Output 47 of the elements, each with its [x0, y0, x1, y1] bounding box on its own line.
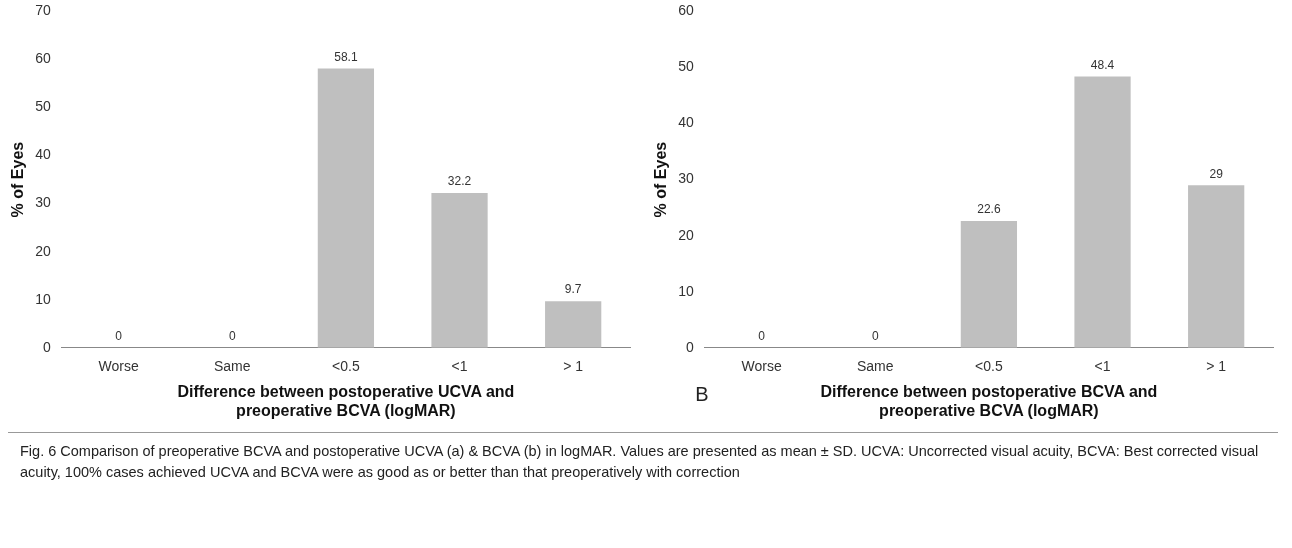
y-axis-title: % of Eyes [9, 141, 27, 218]
x-tick-label: <1 [451, 358, 468, 375]
y-tick-label: 70 [35, 2, 51, 19]
bar [960, 221, 1018, 348]
bar [431, 193, 488, 348]
data-label: 48.4 [1090, 57, 1115, 72]
bar [545, 301, 602, 348]
x-tick-label: <0.5 [332, 358, 360, 375]
data-label: 22.6 [977, 202, 1001, 217]
y-tick-label: 0 [685, 338, 694, 355]
x-tick-label: Same [856, 358, 894, 375]
y-tick-label: 10 [678, 282, 694, 299]
data-label: 32.2 [447, 174, 472, 189]
x-tick-label: > 1 [563, 358, 584, 375]
y-tick-label: 0 [42, 338, 51, 355]
y-tick-label: 40 [678, 114, 694, 131]
y-tick-label: 50 [678, 58, 694, 75]
x-axis-title: Difference between postoperative UCVA and preoperative BCVA (logMAR) [177, 382, 515, 419]
bar [1074, 76, 1131, 348]
x-tick-label: > 1 [1206, 358, 1227, 375]
y-axis-title: % of Eyes [652, 141, 670, 218]
data-label: 0 [115, 329, 123, 344]
caption: Fig. 6 Comparison of preoperative BCVA and postoperative UCVA (a) & BCVA (b) in logMAR. Values are presented as mean ± SD. UCVA: Uncorrected visual acuity, BCVA: Best corrected visual acuity, 100% cases achieved UCVA and BCVA were as good as or better than that preoperatively with correction [8, 432, 1278, 491]
bar [317, 68, 375, 348]
y-tick-label: 20 [35, 242, 51, 259]
x-tick-label: <1 [1094, 358, 1111, 375]
y-tick-label: 50 [35, 98, 51, 115]
y-tick-label: 30 [678, 170, 694, 187]
text: B [695, 382, 709, 405]
y-tick-label: 30 [35, 194, 51, 211]
bar [1188, 185, 1245, 348]
y-tick-label: 60 [678, 2, 694, 19]
data-label: 0 [758, 329, 766, 344]
x-tick-label: Worse [98, 358, 139, 375]
y-tick-label: 20 [678, 226, 694, 243]
data-label: 0 [871, 329, 879, 344]
data-label: 0 [228, 329, 236, 344]
y-tick-label: 40 [35, 146, 51, 163]
data-label: 29 [1209, 166, 1224, 181]
x-tick-label: Worse [741, 358, 782, 375]
x-tick-label: <0.5 [975, 358, 1003, 375]
data-label: 9.7 [564, 282, 582, 297]
data-label: 58.1 [334, 49, 358, 64]
y-tick-label: 10 [35, 290, 51, 307]
x-axis-title: Difference between postoperative BCVA and preoperative BCVA (logMAR) [820, 382, 1158, 419]
y-tick-label: 60 [35, 50, 51, 67]
x-tick-label: Same [213, 358, 251, 375]
